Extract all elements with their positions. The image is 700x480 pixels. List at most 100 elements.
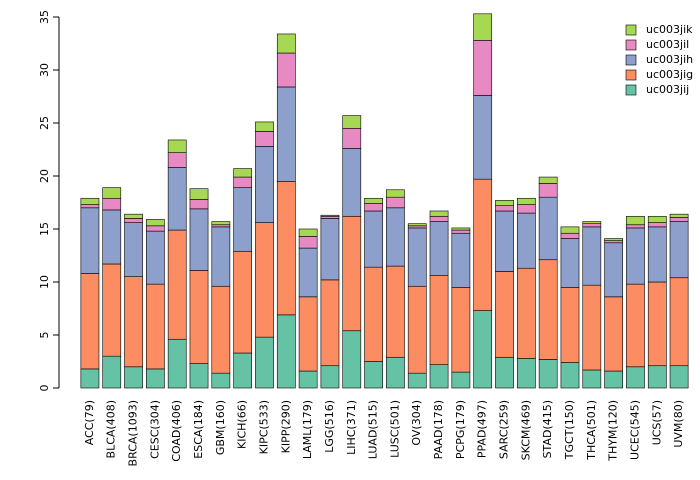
bar-stack xyxy=(167,139,187,389)
bar-segment-uc003jih xyxy=(538,196,558,261)
bar-stack xyxy=(386,189,405,389)
bar-segment-uc003jih xyxy=(211,226,231,287)
bars xyxy=(80,13,689,389)
bar-segment-uc003jig xyxy=(582,284,602,371)
x-tick-label: THCA(501) xyxy=(585,400,598,461)
legend-label: uc003jih xyxy=(646,53,693,66)
bar-segment-uc003jik xyxy=(604,238,623,241)
y-axis: 0 5 10 15 20 25 30 35 xyxy=(38,10,60,392)
bar-segment-uc003jij xyxy=(233,352,253,389)
bar-segment-uc003jig xyxy=(626,283,645,368)
bar-segment-uc003jil xyxy=(429,215,449,222)
bar-segment-uc003jih xyxy=(146,230,165,285)
bar-segment-uc003jig xyxy=(255,222,274,338)
y-tick-label: 0 xyxy=(38,385,51,392)
bar-stack xyxy=(604,238,623,389)
bar-segment-uc003jik xyxy=(320,214,340,217)
bar-segment-uc003jil xyxy=(582,223,602,228)
bar-segment-uc003jij xyxy=(189,363,209,389)
bar-segment-uc003jij xyxy=(516,358,536,389)
bar-stack xyxy=(80,197,100,389)
bar-segment-uc003jih xyxy=(167,167,187,231)
x-tick-label: TGCT(150) xyxy=(563,400,576,460)
bar-stack xyxy=(255,121,274,389)
bar-segment-uc003jil xyxy=(167,152,187,168)
bar-segment-uc003jij xyxy=(495,356,514,389)
bar-segment-uc003jih xyxy=(102,209,122,265)
bar-segment-uc003jik xyxy=(167,139,187,153)
bar-stack xyxy=(276,33,296,389)
y-tick-label: 15 xyxy=(38,222,51,236)
bar-segment-uc003jih xyxy=(276,86,296,182)
bar-segment-uc003jij xyxy=(211,372,231,389)
bar-segment-uc003jij xyxy=(582,369,602,389)
bar-stack xyxy=(407,223,427,389)
bar-segment-uc003jig xyxy=(604,296,623,372)
bar-segment-uc003jik xyxy=(255,121,274,132)
bar-segment-uc003jih xyxy=(669,221,689,279)
bar-segment-uc003jik xyxy=(386,189,405,198)
bar-segment-uc003jij xyxy=(364,361,383,389)
x-tick-label: UCEC(545) xyxy=(628,400,641,460)
x-tick-label: KIPP(290) xyxy=(279,400,292,453)
bar-segment-uc003jik xyxy=(364,197,383,204)
bar-segment-uc003jil xyxy=(451,229,471,234)
bar-segment-uc003jih xyxy=(516,212,536,269)
bar-segment-uc003jij xyxy=(342,330,362,389)
bar-stack xyxy=(124,213,143,389)
legend-label: uc003jil xyxy=(646,38,689,51)
x-tick-label: PCPG(179) xyxy=(454,400,467,459)
bar-stack xyxy=(473,13,493,389)
bar-segment-uc003jij xyxy=(604,370,623,389)
bar-segment-uc003jih xyxy=(604,242,623,298)
bar-segment-uc003jil xyxy=(495,205,514,212)
bar-segment-uc003jij xyxy=(538,359,558,389)
bar-segment-uc003jig xyxy=(364,266,383,362)
bar-segment-uc003jig xyxy=(211,285,231,374)
bar-segment-uc003jih xyxy=(233,187,253,252)
bar-segment-uc003jil xyxy=(669,217,689,222)
bar-segment-uc003jik xyxy=(189,188,209,200)
bar-segment-uc003jil xyxy=(647,222,667,228)
bar-stack xyxy=(364,197,383,389)
bar-segment-uc003jij xyxy=(626,366,645,389)
bar-stack xyxy=(538,176,558,389)
x-tick-label: LUAD(515) xyxy=(367,400,380,459)
bar-stack xyxy=(429,210,449,389)
bar-segment-uc003jih xyxy=(124,222,143,278)
bar-stack xyxy=(626,215,645,389)
bar-segment-uc003jih xyxy=(386,207,405,267)
bar-segment-uc003jig xyxy=(102,263,122,357)
bar-segment-uc003jih xyxy=(255,146,274,223)
bar-stack xyxy=(560,226,580,389)
bar-segment-uc003jik xyxy=(516,197,536,205)
legend-swatch-uc003jil xyxy=(625,39,637,51)
bar-segment-uc003jik xyxy=(626,215,645,226)
bar-segment-uc003jik xyxy=(146,219,165,227)
y-tick-label: 35 xyxy=(38,10,51,24)
legend-swatch-uc003jig xyxy=(625,69,637,81)
bar-segment-uc003jig xyxy=(560,286,580,363)
bar-segment-uc003jij xyxy=(473,310,493,389)
x-tick-label: PPAD(497) xyxy=(476,400,489,458)
legend-swatch-uc003jik xyxy=(625,24,637,36)
bar-segment-uc003jil xyxy=(386,196,405,209)
legend: uc003jik uc003jil uc003jih uc003jig uc003jij xyxy=(625,23,693,96)
bar-segment-uc003jik xyxy=(451,227,471,231)
bar-segment-uc003jik xyxy=(102,187,122,199)
bar-segment-uc003jij xyxy=(647,365,667,389)
x-tick-label: CESC(304) xyxy=(148,400,161,459)
bar-segment-uc003jig xyxy=(342,215,362,332)
y-tick-label: 10 xyxy=(38,275,51,289)
bar-segment-uc003jig xyxy=(473,178,493,311)
bar-segment-uc003jik xyxy=(538,176,558,184)
bar-stack xyxy=(342,115,362,389)
bar-segment-uc003jil xyxy=(364,203,383,212)
bar-segment-uc003jik xyxy=(495,200,514,206)
x-tick-label: PAAD(178) xyxy=(432,400,445,459)
bar-segment-uc003jik xyxy=(276,33,296,54)
bar-segment-uc003jih xyxy=(451,232,471,288)
bar-segment-uc003jih xyxy=(298,247,318,298)
y-tick-label: 5 xyxy=(38,332,51,339)
x-tick-label: SKCM(469) xyxy=(519,400,532,460)
